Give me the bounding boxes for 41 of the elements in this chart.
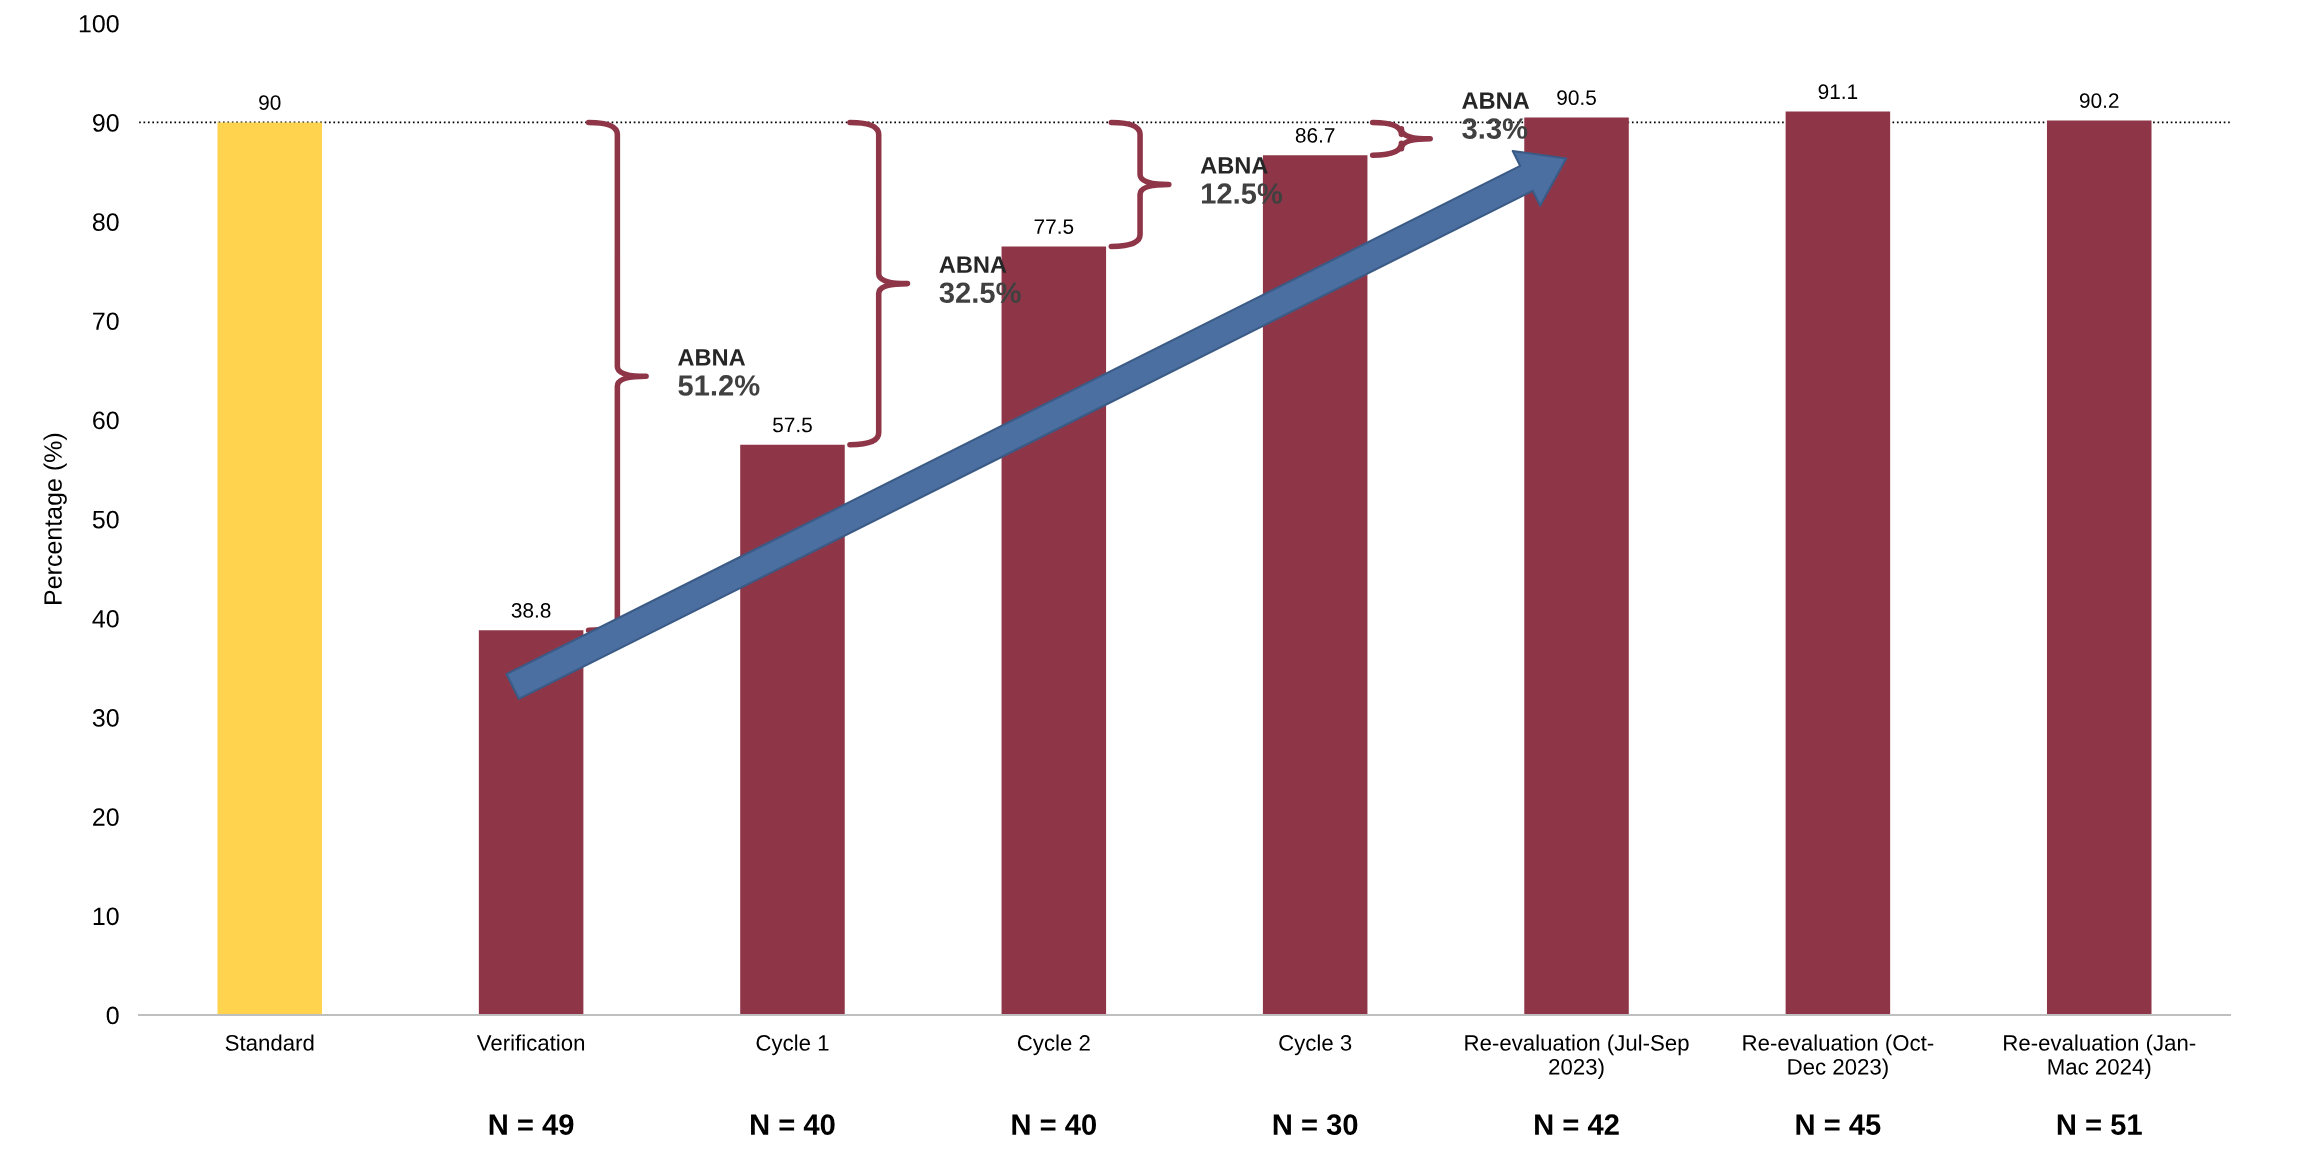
data-label: 90 [259,95,281,110]
text: N = 40 [1012,1114,1096,1135]
data-label: 90.2 [2079,93,2119,109]
data-label: 90.5 [1557,90,1596,106]
y-tick-label: 50 [92,510,119,529]
data-label: 57.5 [773,417,812,433]
annotation: ABNA 51.2% [678,349,760,396]
x-tick-label: Standard [225,1034,314,1051]
x-tick-label: Cycle 3 [1279,1034,1352,1056]
y-axis-title: Percentage (%) [43,433,67,604]
text: N = 40 [751,1114,835,1135]
x-tick-label: Cycle 1 [756,1034,829,1056]
bar [2046,120,2152,1016]
y-tick-label: 90 [93,114,119,132]
text: N = 30 [1273,1114,1358,1135]
x-tick-label: Cycle 2 [1017,1034,1090,1056]
data-label: 77.5 [1034,219,1074,234]
text: N = 49 [489,1114,574,1135]
y-tick-label: 60 [93,411,119,430]
bar [478,630,584,1016]
y-tick-label: 80 [92,213,119,231]
x-tick-label: Re-evaluation (Jul-Sep 2023) [1465,1034,1689,1080]
text: N = 42 [1535,1114,1619,1135]
data-label: 38.8 [511,603,551,618]
y-tick-label: 30 [92,709,119,727]
data-label: 86.7 [1295,127,1335,143]
x-tick-label: Re-evaluation (Oct- Dec 2023) [1743,1034,1934,1080]
x-tick-label: Verification [476,1034,585,1051]
y-tick-label: 40 [92,609,119,628]
y-tick-label: 100 [79,14,119,33]
y-tick-label: 0 [106,1006,119,1025]
y-tick-label: 20 [93,808,119,826]
bar [1785,111,1891,1016]
data-label: 91.1 [1818,84,1858,100]
y-tick-label: 10 [93,907,119,926]
bar [740,444,845,1016]
y-tick-label: 70 [93,312,119,331]
x-tick-label: Re-evaluation (Jan- Mac 2024) [2004,1034,2196,1080]
text: N = 45 [1796,1114,1881,1135]
text: N = 51 [2057,1114,2142,1135]
bar [217,122,323,1016]
